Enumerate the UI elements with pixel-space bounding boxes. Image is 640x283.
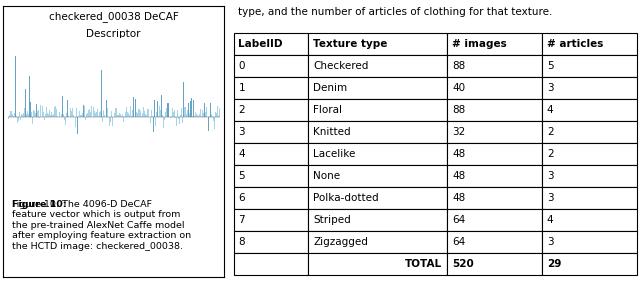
Bar [542,143,637,165]
Text: 7: 7 [239,215,245,225]
Bar [308,253,447,275]
Bar [447,187,542,209]
Bar [234,165,308,187]
Bar [234,55,308,77]
Text: Floral: Floral [313,105,342,115]
Bar [542,253,637,275]
Bar [447,77,542,99]
Text: 48: 48 [452,149,465,159]
Bar [308,143,447,165]
Text: 5: 5 [547,61,554,71]
Bar [308,77,447,99]
Text: 0: 0 [239,61,245,71]
Text: # images: # images [452,39,507,49]
Bar [542,187,637,209]
Text: 88: 88 [452,105,465,115]
Bar [308,99,447,121]
Text: 2: 2 [547,149,554,159]
Bar [308,121,447,143]
Text: Lacelike: Lacelike [313,149,355,159]
Text: Zigzagged: Zigzagged [313,237,368,247]
Text: 4: 4 [547,105,554,115]
Bar [542,121,637,143]
Bar [308,55,447,77]
Text: 3: 3 [547,237,554,247]
Bar [234,187,308,209]
Bar [542,231,637,253]
Text: Descriptor: Descriptor [86,29,141,39]
Text: type, and the number of articles of clothing for that texture.: type, and the number of articles of clot… [237,7,552,17]
Text: 2: 2 [547,127,554,137]
Text: 48: 48 [452,171,465,181]
Bar [447,253,542,275]
Bar [447,99,542,121]
Bar [234,99,308,121]
Text: Figure 10: The 4096-D DeCAF
feature vector which is output from
the pre-trained : Figure 10: The 4096-D DeCAF feature vect… [12,200,191,250]
Text: TOTAL: TOTAL [405,259,442,269]
Bar [308,209,447,231]
Text: 2: 2 [239,105,245,115]
Text: None: None [313,171,340,181]
Bar [447,165,542,187]
Bar [234,143,308,165]
Text: Checkered: Checkered [313,61,369,71]
Bar [308,231,447,253]
Bar [308,33,447,55]
Text: 4: 4 [547,215,554,225]
Bar [234,33,308,55]
Bar [542,77,637,99]
Bar [447,143,542,165]
Text: 3: 3 [239,127,245,137]
Text: Knitted: Knitted [313,127,351,137]
Bar [542,99,637,121]
Text: 64: 64 [452,215,465,225]
Text: 3: 3 [547,171,554,181]
Text: # articles: # articles [547,39,604,49]
Bar [447,55,542,77]
Bar [447,231,542,253]
Bar [542,209,637,231]
Text: 64: 64 [452,237,465,247]
Text: 88: 88 [452,61,465,71]
Text: checkered_00038 DeCAF: checkered_00038 DeCAF [49,11,179,22]
Text: 4: 4 [239,149,245,159]
Text: 32: 32 [452,127,465,137]
Bar [308,165,447,187]
Bar [447,121,542,143]
Text: 520: 520 [452,259,474,269]
Bar [234,209,308,231]
Bar [542,55,637,77]
Text: 29: 29 [547,259,561,269]
Text: 3: 3 [547,83,554,93]
Bar [542,165,637,187]
Text: Striped: Striped [313,215,351,225]
Text: Denim: Denim [313,83,347,93]
Bar [308,187,447,209]
Bar [234,253,308,275]
Text: Texture type: Texture type [313,39,387,49]
Bar [234,77,308,99]
Bar [447,33,542,55]
Text: 6: 6 [239,193,245,203]
Text: 48: 48 [452,193,465,203]
Bar [542,33,637,55]
Text: 5: 5 [239,171,245,181]
Text: Figure 10:: Figure 10: [12,200,67,209]
Text: Polka-dotted: Polka-dotted [313,193,379,203]
Text: 1: 1 [239,83,245,93]
Bar [447,209,542,231]
Bar [234,121,308,143]
Text: 40: 40 [452,83,465,93]
Text: 3: 3 [547,193,554,203]
Bar [234,231,308,253]
Text: LabelID: LabelID [239,39,283,49]
Text: 8: 8 [239,237,245,247]
